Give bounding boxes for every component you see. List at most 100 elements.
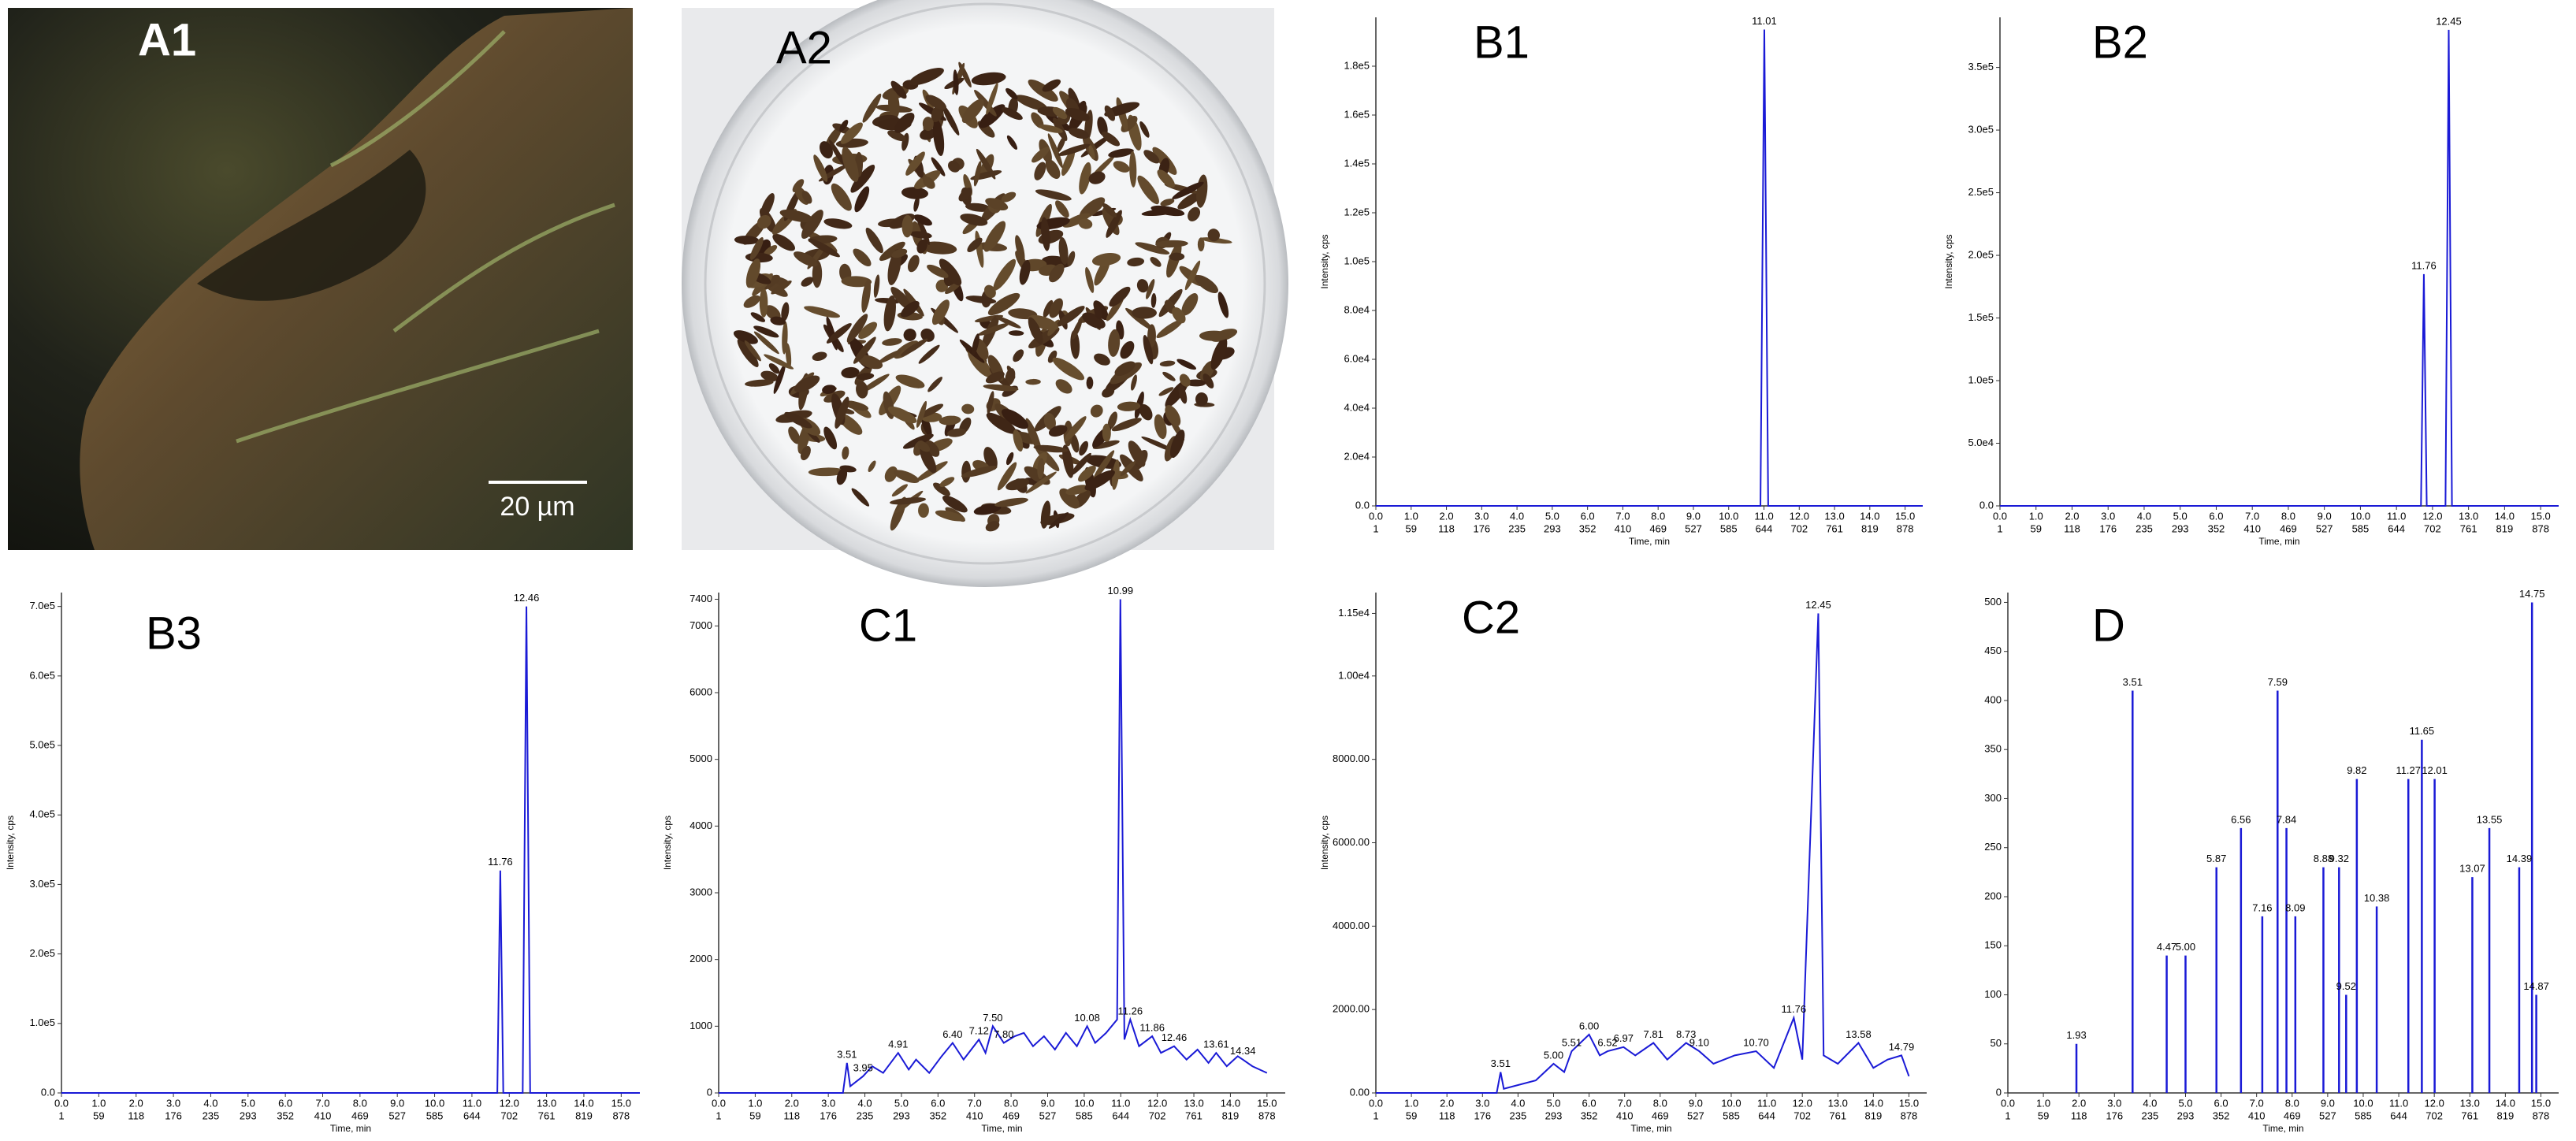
scan-label: 702 [1794,1109,1811,1121]
tea-leaf [907,255,920,273]
scan-label: 118 [783,1109,800,1121]
x-tick-label: 5.0 [1545,510,1559,522]
x-tick-label: 4.0 [203,1097,217,1109]
scan-label: 878 [612,1109,630,1121]
tea-leaf [1150,292,1157,308]
tea-leaf [853,336,876,364]
tea-leaf [1043,412,1056,430]
tea-leaf [1157,169,1175,188]
x-tick-label: 9.0 [390,1097,404,1109]
scan-label: 761 [1826,522,1843,534]
tea-leaf [1082,312,1106,329]
scan-label: 176 [1473,522,1490,534]
x-tick-label: 15.0 [2530,510,2550,522]
tea-leaf [961,466,998,478]
peak-label: 11.86 [1139,1021,1165,1033]
tea-leaf [942,104,960,136]
tea-leaf [1169,252,1185,261]
tea-leaf [887,249,901,285]
x-tick-label: 9.0 [1040,1097,1054,1109]
x-tick-label: 7.0 [968,1097,982,1109]
tea-leaf [916,239,927,254]
chart: 0.0 2.0e4 4.0e4 6.0e4 8.0e4 1.0e5 1.2e5 1.4e5 1.… [1319,15,1923,547]
x-tick-label: 3.0 [2107,1097,2121,1109]
tea-leaf [1178,385,1188,404]
chart: 0.0 1.0e5 2.0e5 3.0e5 4.0e5 5.0e5 6.0e5 7.0e5 0.… [5,592,640,1134]
panel-label: D [2092,600,2125,651]
scan-label: 469 [1649,522,1667,534]
scan-label: 878 [1897,522,1914,534]
x-tick-label: 11.0 [463,1097,481,1109]
scan-label: 59 [1406,1109,1417,1121]
scan-label: 1 [2005,1109,2010,1121]
tea-leaf [1185,379,1206,387]
panel-label: B3 [146,608,202,659]
tea-leaf [1086,376,1094,389]
tea-leaf [974,89,997,117]
tea-leaf [1065,107,1090,121]
scan-label: 702 [2425,1109,2443,1121]
scan-label: 585 [1723,1109,1740,1121]
scan-label: 644 [1112,1109,1129,1121]
tea-leaf [825,126,842,149]
peak-label: 10.08 [1074,1012,1100,1024]
tea-leaf [887,130,906,142]
peak-label: 14.87 [2523,980,2549,992]
tea-leaf [812,260,823,288]
tea-leaf [879,241,905,262]
scan-label: 644 [2388,522,2405,534]
x-tick-label: 3.0 [821,1097,835,1109]
tea-leaf [895,374,925,388]
chart: 0.00 2000.00 4000.00 6000.00 8000.00 1.00e4 1.… [1319,592,1927,1134]
x-tick-label: 0.0 [2001,1097,2015,1109]
trace [1376,29,1923,507]
scan-label: 527 [388,1109,406,1121]
scan-label: 819 [1861,522,1879,534]
tea-leaf [1106,210,1122,238]
tea-leaf [889,497,927,505]
tea-leaf [1057,306,1085,327]
peak-label: 11.27 [2396,764,2421,776]
y-tick-label: 150 [1984,939,2002,951]
scan-label: 702 [2424,522,2441,534]
tea-leaf [1210,337,1228,370]
tea-leaf [764,245,778,256]
scan-label: 469 [351,1109,369,1121]
x-tick-label: 8.0 [2285,1097,2299,1109]
trace [2000,29,2559,507]
tea-leaf [1088,145,1095,160]
x-tick-label: 11.0 [1757,1097,1776,1109]
x-tick-label: 8.0 [1004,1097,1018,1109]
scan-label: 293 [240,1109,257,1121]
tea-leaf [1160,199,1175,206]
x-tick-label: 11.0 [1754,510,1773,522]
tea-leaf [841,366,860,379]
tea-leaf [973,504,1002,515]
y-tick-label: 8.0e4 [1344,303,1370,315]
scan-label: 761 [1829,1109,1846,1121]
tea-leaf [1217,292,1229,318]
tea-leaf [842,147,859,183]
tea-leaf [1172,307,1186,324]
peak-label: 9.52 [2336,980,2356,992]
tea-leaf [1084,470,1115,491]
tea-leaf [1033,444,1069,453]
scan-label: 585 [1720,522,1738,534]
peak-label: 11.76 [488,856,513,868]
peak-label: 10.38 [2364,892,2390,904]
tea-leaf [801,210,823,240]
scan-label: 352 [2208,522,2225,534]
scan-label: 761 [1185,1109,1203,1121]
x-tick-label: 1.0 [1404,510,1418,522]
y-tick-label: 0.0 [1979,499,1994,511]
tea-leaf [1143,150,1160,164]
y-tick-label: 1.0e5 [1968,374,1994,385]
tea-leaf [1132,307,1157,319]
tea-leaf [987,292,1020,316]
tea-leaf [1040,500,1051,529]
tea-leaf [931,157,946,177]
peak-label: 5.00 [2176,941,2195,953]
tea-leaf [1001,107,1023,121]
panel-label: B1 [1474,17,1530,68]
tea-leaf [1135,242,1170,255]
